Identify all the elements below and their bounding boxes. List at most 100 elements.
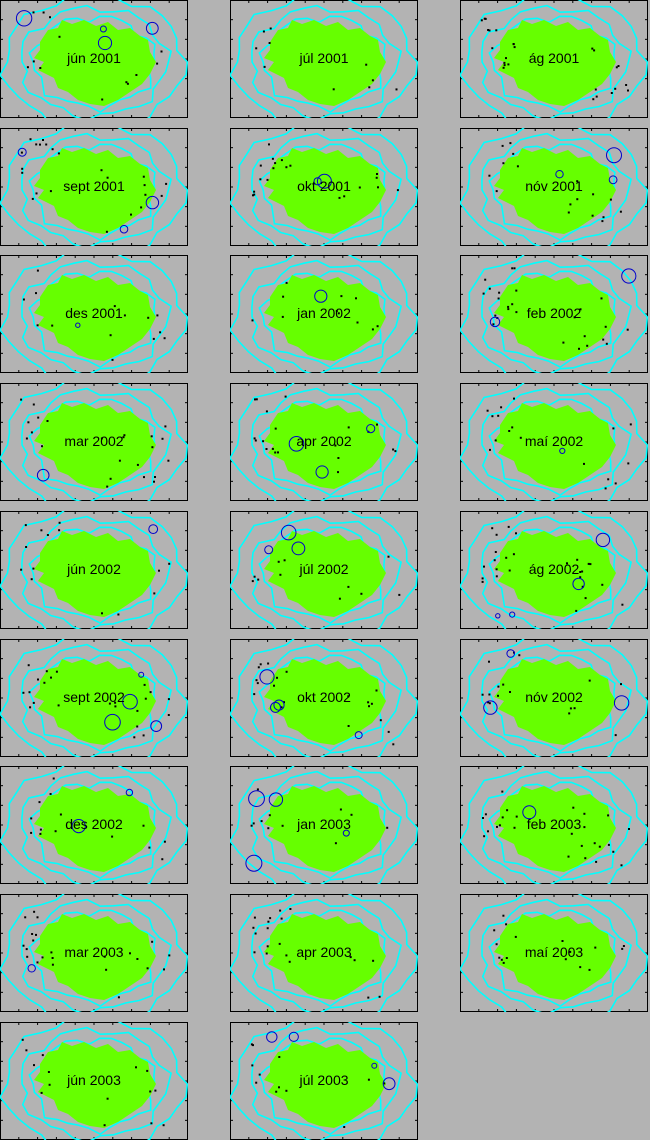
earthquake-dot [40,1091,43,1094]
depth-contour [230,383,418,502]
earthquake-dot [268,42,271,44]
iceland-map [0,255,188,374]
map-panel: jan 2003 [230,766,418,885]
iceland-landmass [264,20,386,106]
depth-contour [481,898,633,1012]
earthquake-circle [27,963,36,973]
earthquake-dot [376,172,378,175]
depth-contour [21,387,173,502]
earthquake-dot [158,569,160,572]
iceland-landmass [494,403,616,490]
earthquake-dot [58,521,61,524]
earthquake-circle [495,612,501,619]
map-panel: apr 2002 [230,383,418,502]
earthquake-dot [370,702,373,705]
earthquake-dot [268,143,270,146]
earthquake-dot [620,682,622,685]
earthquake-dot [253,692,256,695]
depth-contour [230,893,418,1012]
earthquake-dot [602,338,605,341]
earthquake-dot [21,171,24,174]
earthquake-dot [37,678,39,680]
iceland-landmass [34,786,156,873]
earthquake-dot [122,436,125,439]
depth-contour [481,770,633,885]
map-panel: okt 2001 [230,127,418,246]
earthquake-circle [621,268,637,284]
earthquake-dot [51,324,54,327]
earthquake-dot [267,662,270,664]
map-panel: jún 2003 [0,1021,188,1140]
earthquake-dot [140,206,143,209]
depth-contour [0,383,188,502]
earthquake-dot [491,415,494,418]
iceland-landmass [494,530,616,617]
earthquake-dot [114,704,117,707]
earthquake-dot [620,864,623,867]
depth-contour [488,143,616,241]
earthquake-dot [480,19,483,22]
earthquake-dot [492,323,495,326]
earthquake-dot [149,690,152,693]
earthquake-dot [337,457,340,460]
earthquake-dot [285,1089,288,1092]
earthquake-dot [25,947,28,950]
earthquake-dot [484,17,487,20]
depth-contour [488,270,616,369]
depth-contour [460,638,648,757]
earthquake-dot [167,459,170,462]
earthquake-dot [288,960,291,963]
earthquake-dot [30,817,33,820]
earthquake-dot [337,312,340,315]
earthquake-dot [518,653,521,656]
depth-contour [0,1021,188,1140]
earthquake-dot [151,446,154,449]
earthquake-dot [142,733,145,736]
iceland-map [230,510,418,629]
earthquake-dot [573,706,576,709]
earthquake-dot [274,427,277,430]
iceland-landmass [34,530,156,617]
iceland-map [0,510,188,629]
depth-contour [0,510,188,629]
earthquake-dot [281,824,284,827]
depth-contour [0,638,188,757]
earthquake-dot [27,421,30,424]
earthquake-dot [285,954,288,957]
earthquake-dot [284,395,287,398]
earthquake-dot [161,858,164,861]
earthquake-dot [31,932,34,935]
depth-contour [460,510,648,629]
earthquake-dot [105,968,108,971]
earthquake-dot [274,161,277,164]
earthquake-dot [259,662,262,665]
earthquake-dot [360,592,363,595]
iceland-landmass [494,913,616,1000]
earthquake-dot [117,613,120,616]
earthquake-dot [265,448,268,451]
earthquake-dot [259,164,262,167]
earthquake-circle [291,541,306,556]
earthquake-dot [263,65,266,68]
earthquake-dot [376,325,379,328]
earthquake-dot [508,430,511,433]
earthquake-dot [283,700,285,703]
earthquake-circle [366,424,376,434]
earthquake-circle [104,713,121,730]
earthquake-dot [482,817,484,820]
earthquake-dot [598,845,601,848]
earthquake-dot [487,700,490,703]
map-panel: mar 2002 [0,383,188,502]
earthquake-dot [42,138,44,141]
earthquake-dot [101,612,103,615]
earthquake-dot [39,67,42,69]
depth-contour [230,510,418,629]
earthquake-dot [143,683,146,686]
depth-contour [28,270,156,369]
earthquake-dot [36,916,39,919]
earthquake-dot [575,609,578,612]
earthquake-dot [133,735,136,738]
earthquake-circle [17,147,27,157]
earthquake-dot [600,297,603,300]
